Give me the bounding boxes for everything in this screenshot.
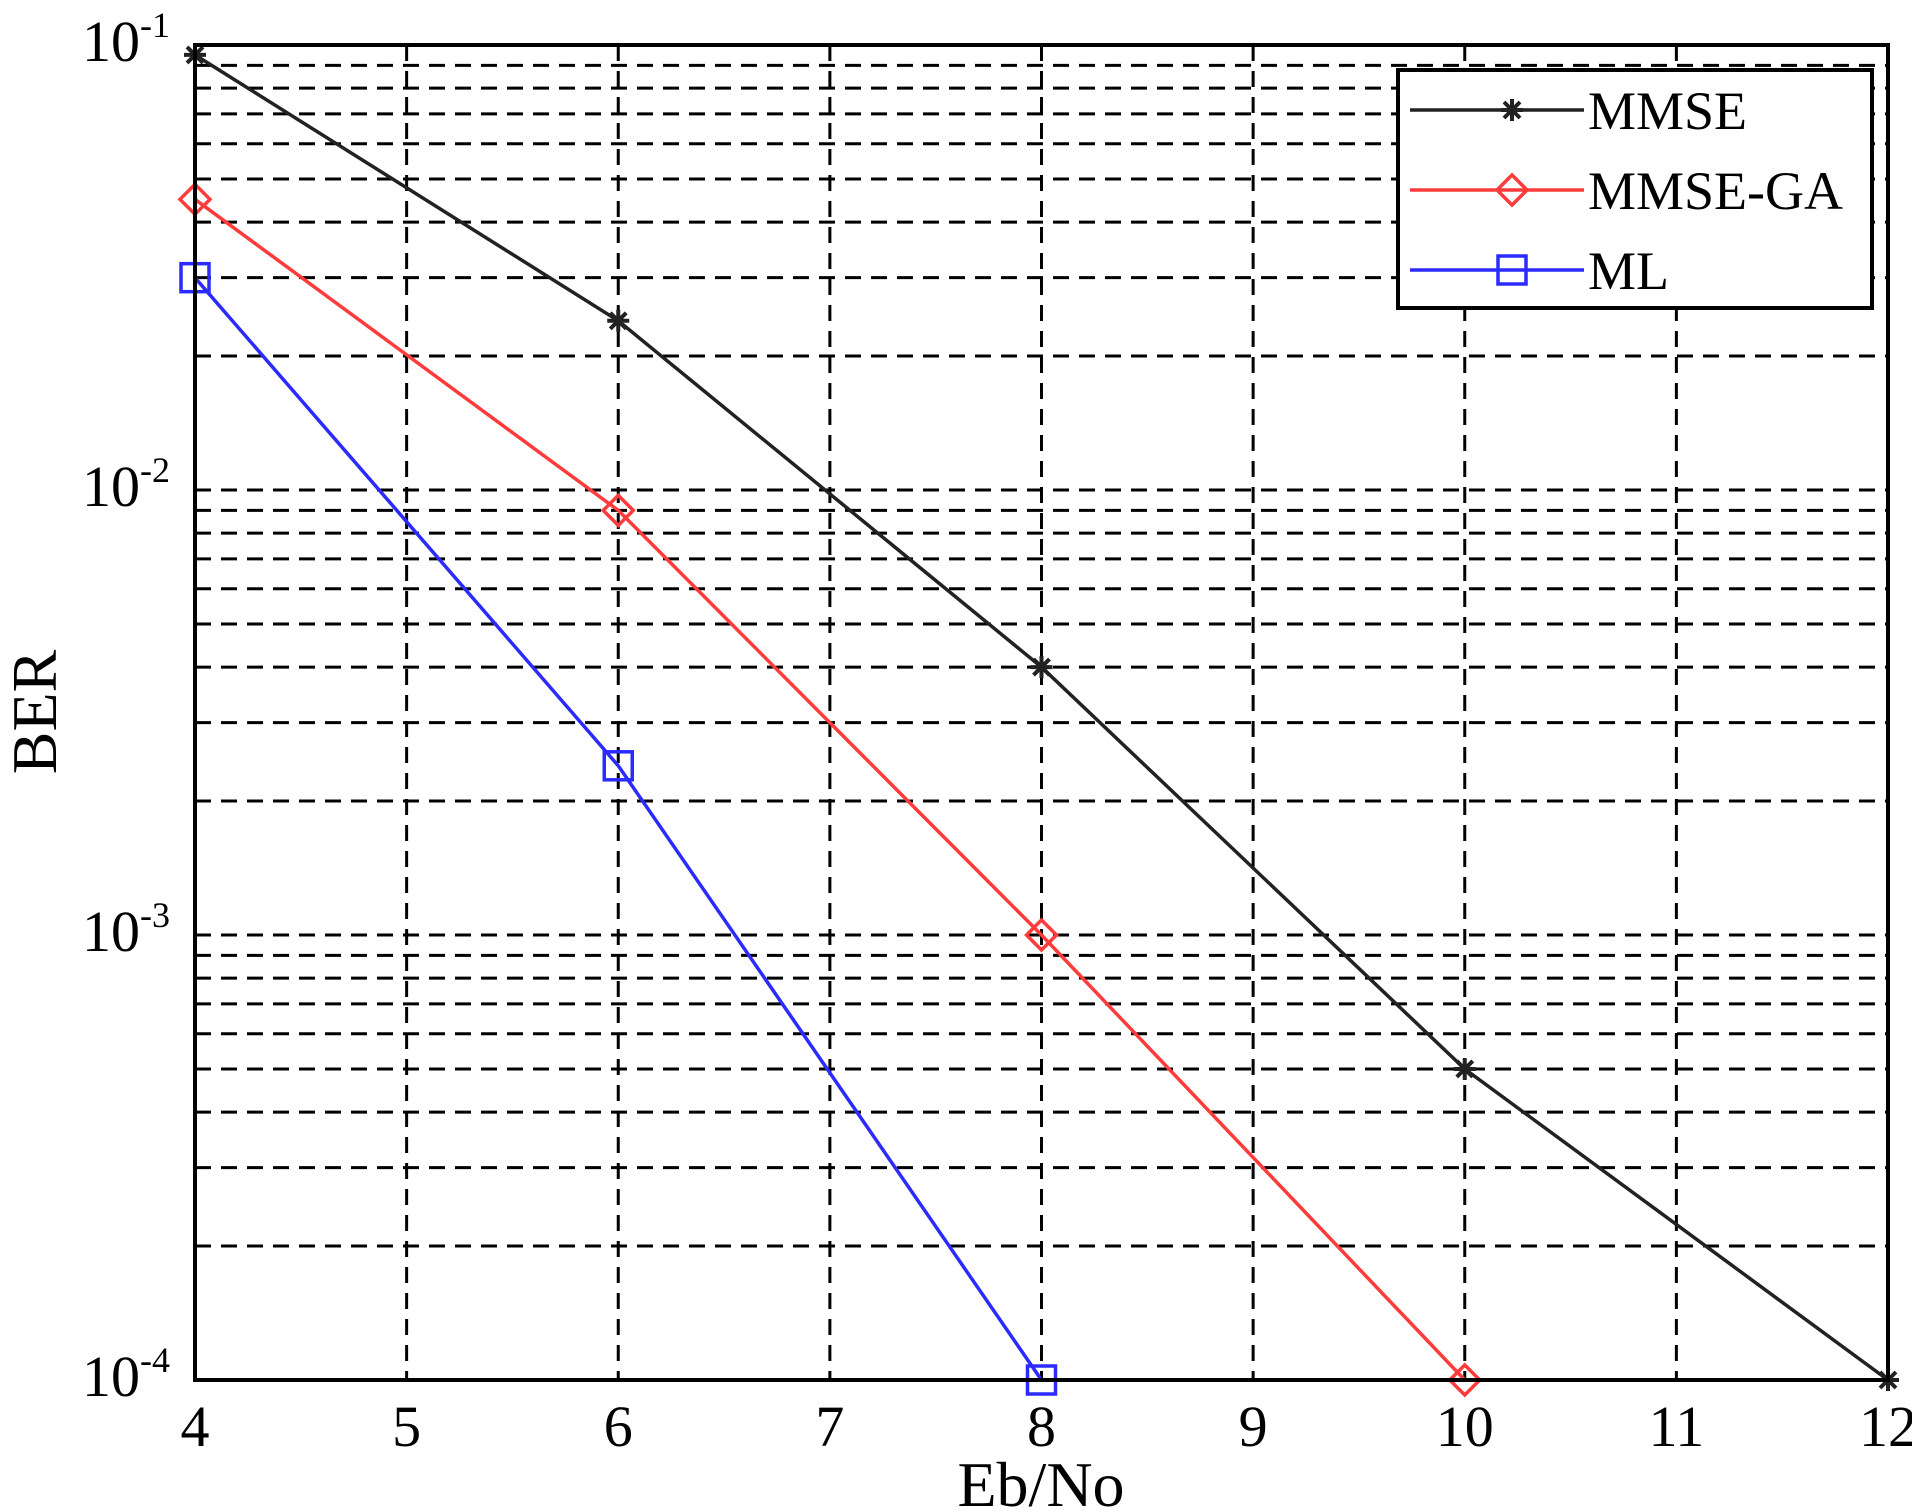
series-mmse-ga (177, 181, 1483, 1398)
x-tick-label: 5 (392, 1394, 421, 1459)
legend-label-mmse-ga: MMSE-GA (1588, 161, 1843, 221)
x-tick-label: 6 (604, 1394, 633, 1459)
legend-label-mmse: MMSE (1588, 81, 1747, 141)
x-tick-label: 10 (1436, 1394, 1494, 1459)
data-series (177, 43, 1899, 1398)
x-tick-label: 11 (1648, 1394, 1704, 1459)
y-tick-label: 10-1 (82, 5, 170, 74)
y-tick-exponent: -4 (140, 1340, 170, 1380)
y-tick-base: 10 (82, 899, 140, 964)
y-tick-exponent: -2 (140, 450, 170, 490)
legend-marker-mmse-ga (1494, 172, 1530, 208)
x-tick-labels: 4 5 6 7 8 9 10 11 12 (181, 1394, 1912, 1459)
y-tick-exponent: -1 (140, 5, 170, 45)
y-tick-base: 10 (82, 9, 140, 74)
plot-frame (193, 43, 1890, 1382)
x-tick-label: 7 (815, 1394, 844, 1459)
x-tick-label: 12 (1859, 1394, 1912, 1459)
legend-entry-ml[interactable]: ML (1410, 241, 1669, 301)
y-tick-base: 10 (82, 1344, 140, 1409)
data-point-mmse (1030, 656, 1053, 679)
series-line-mmse-ga (193, 197, 1467, 1382)
legend-entry-mmse[interactable]: MMSE (1410, 81, 1747, 141)
data-point-mmse-ga (1024, 917, 1059, 953)
legend-marker-mmse (1501, 99, 1523, 121)
x-tick-label: 9 (1239, 1394, 1268, 1459)
data-point-mmse (1453, 1057, 1476, 1080)
data-point-mmse-ga (1447, 1362, 1483, 1398)
series-line-ml (193, 276, 1043, 1381)
x-tick-label: 8 (1027, 1394, 1056, 1459)
x-tick-label: 4 (181, 1394, 210, 1459)
y-tick-labels: 10-110-210-310-4 (82, 5, 170, 1409)
y-tick-label: 10-4 (82, 1340, 170, 1409)
legend-label-ml: ML (1588, 241, 1669, 301)
y-tick-exponent: -3 (140, 895, 170, 935)
data-point-ml (602, 750, 634, 782)
data-point-mmse (607, 309, 630, 332)
legend-entry-mmse-ga[interactable]: MMSE-GA (1410, 161, 1843, 221)
data-point-mmse-ga (600, 492, 636, 528)
y-axis-title: BER (0, 649, 70, 774)
legend-marker-ml (1496, 254, 1528, 286)
y-tick-label: 10-2 (82, 450, 170, 519)
legend[interactable]: MMSE MMSE-GA ML (1396, 68, 1874, 310)
y-tick-base: 10 (82, 454, 140, 519)
y-tick-label: 10-3 (82, 895, 170, 964)
x-axis-title: Eb/No (957, 1449, 1124, 1512)
